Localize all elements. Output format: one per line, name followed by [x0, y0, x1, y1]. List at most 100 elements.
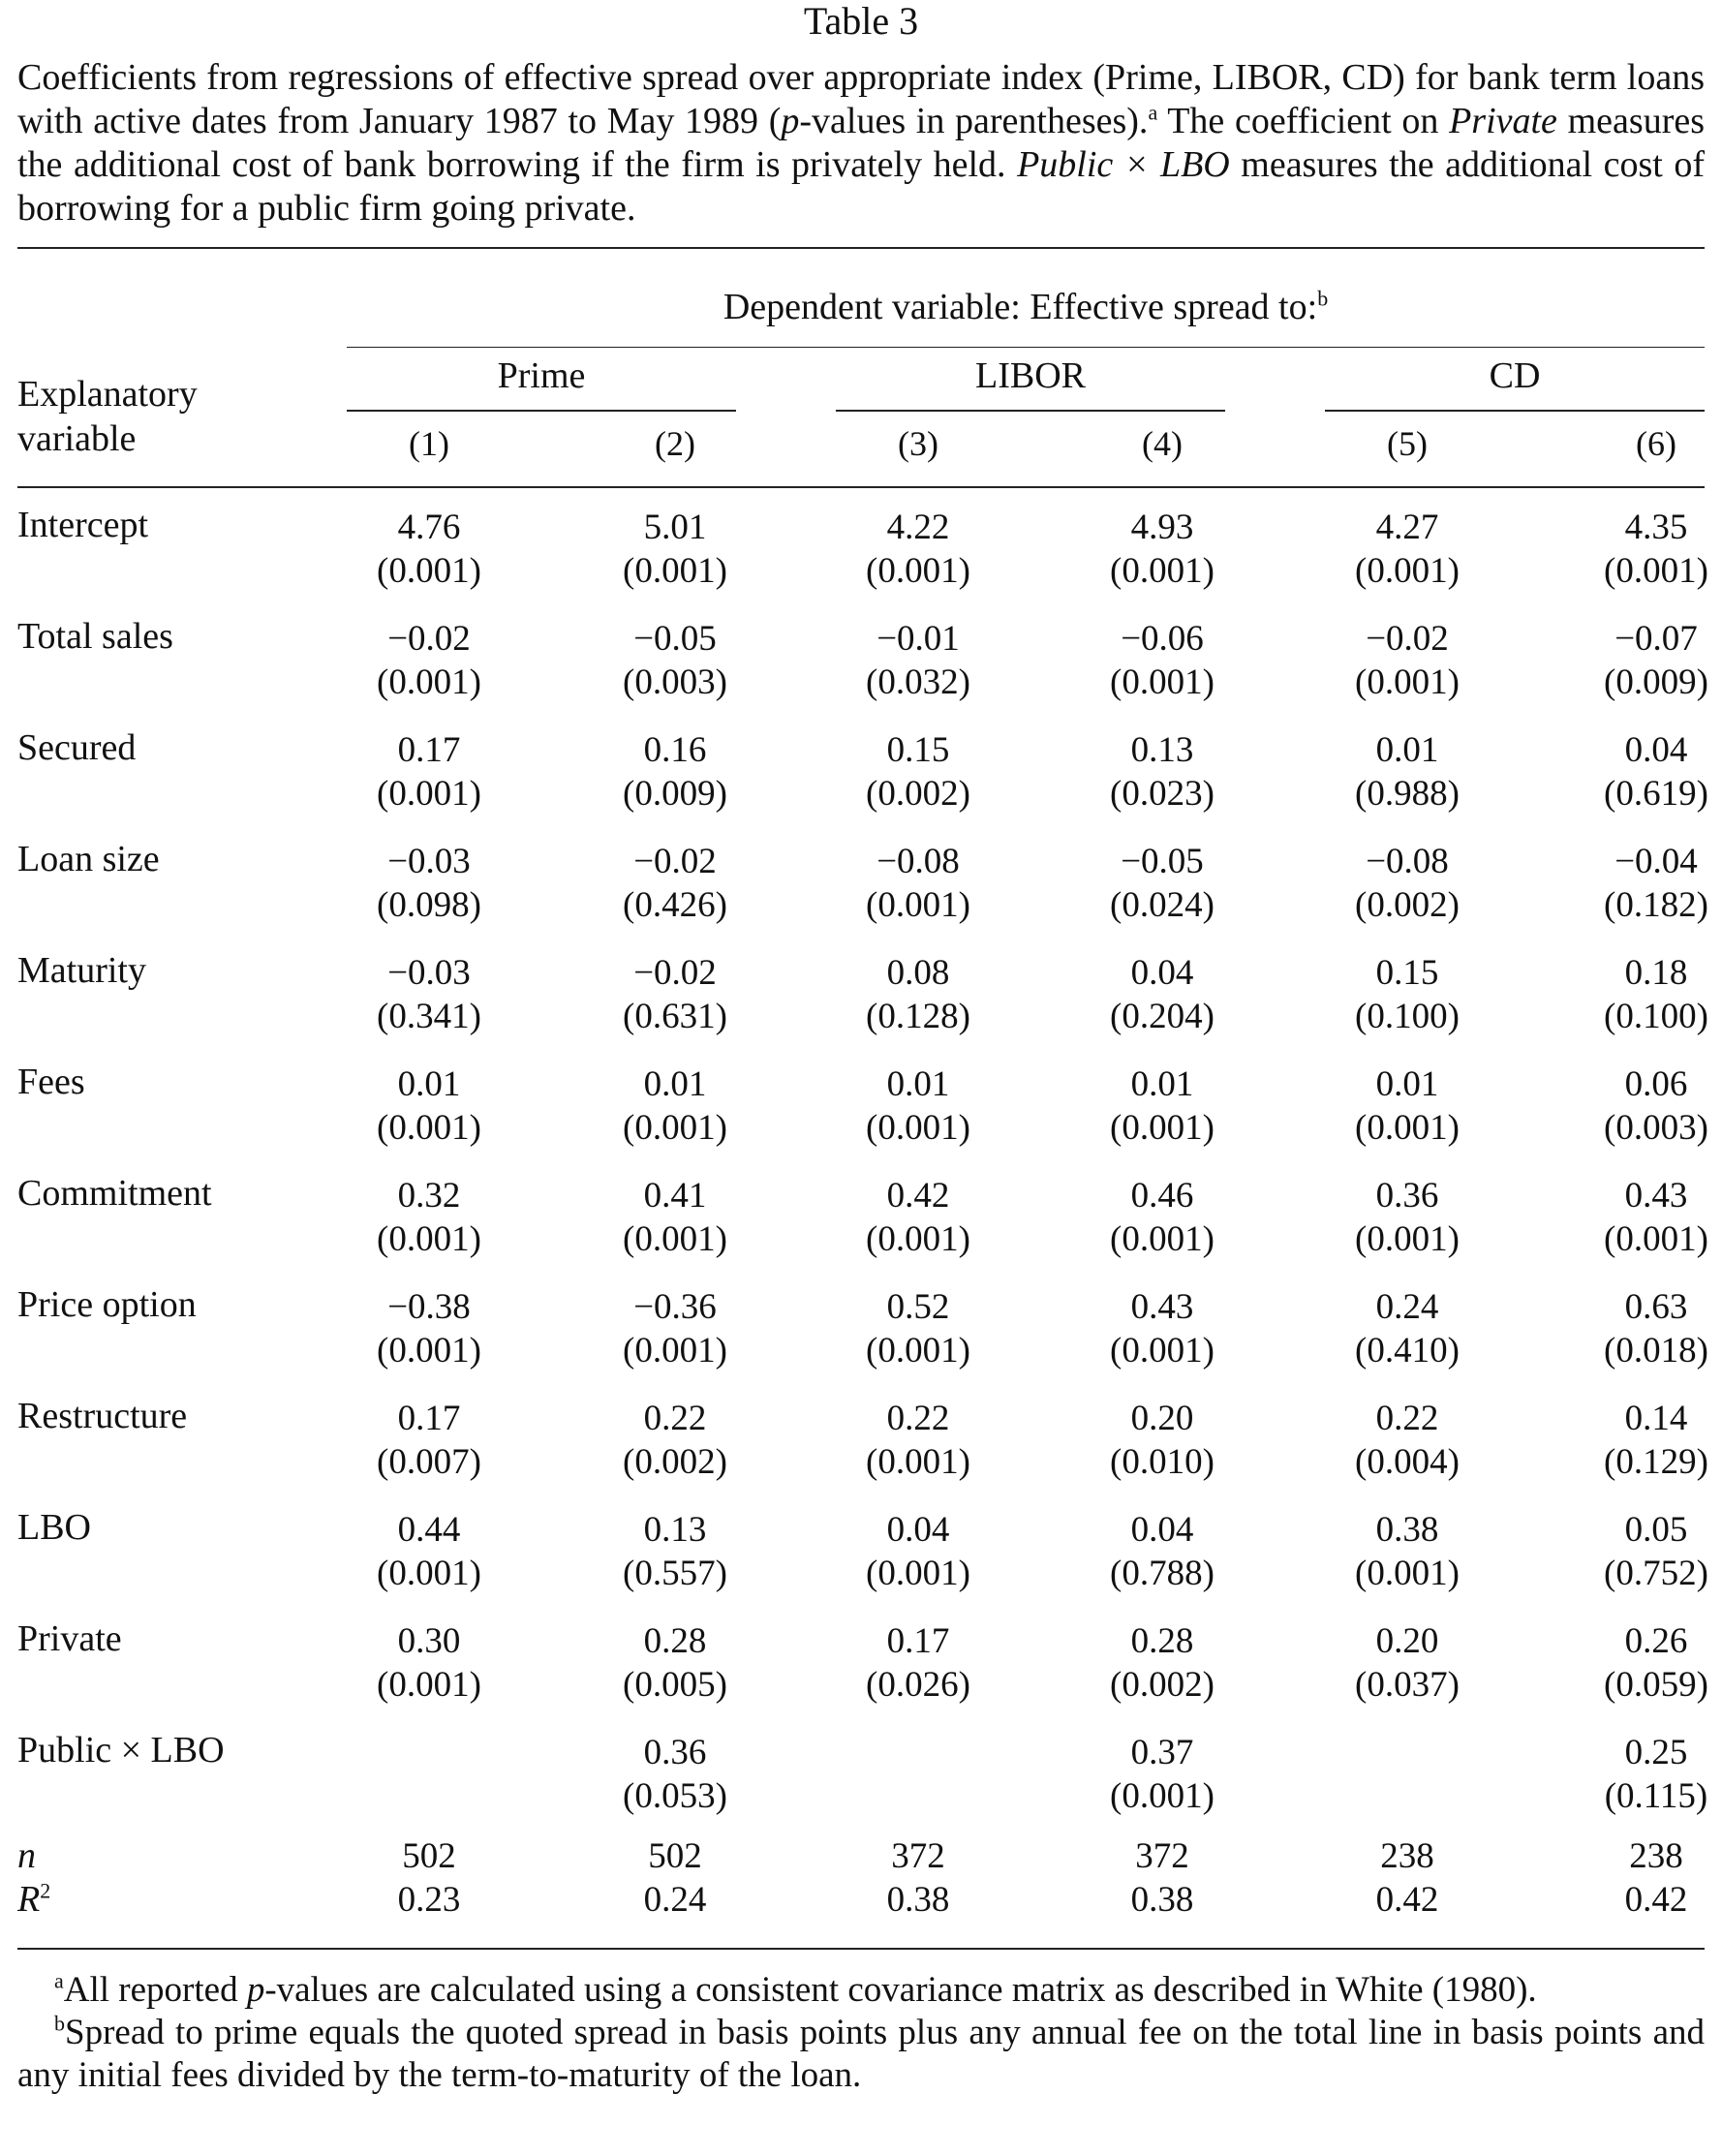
r-squared-value: 0.38	[1130, 1880, 1194, 1920]
table-cell: 0.06 (0.003)	[1559, 1063, 1722, 1150]
p-value: (0.204)	[1110, 997, 1215, 1036]
row-label: Total sales	[17, 616, 173, 657]
footnote-b-mark: b	[54, 2011, 65, 2036]
coefficient-value: 0.42	[886, 1176, 950, 1216]
coefficient-value: 0.01	[1130, 1064, 1194, 1104]
coefficient-value	[1310, 1731, 1504, 1774]
p-value: (0.002)	[866, 774, 970, 814]
p-value: (0.018)	[1604, 1331, 1708, 1371]
coefficient-value: 0.15	[886, 730, 950, 770]
p-value: (0.002)	[1355, 885, 1460, 925]
coefficient-value: 0.30	[397, 1621, 461, 1661]
coefficient-value: −0.06	[1121, 619, 1204, 659]
table-cell: 0.01 (0.001)	[332, 1063, 526, 1150]
table-cell: 0.04 (0.619)	[1559, 728, 1722, 816]
coefficient-value: 0.04	[1130, 1510, 1194, 1550]
coefficient-value: 0.04	[1130, 953, 1194, 993]
table-cell: −0.02 (0.631)	[578, 951, 772, 1038]
p-value: (0.001)	[866, 1108, 970, 1148]
n-value: 502	[402, 1836, 456, 1876]
p-value: (0.426)	[623, 885, 727, 925]
table-cell: −0.01 (0.032)	[821, 617, 1015, 704]
coefficient-value: 0.63	[1624, 1287, 1688, 1327]
table-cell: 0.17 (0.001)	[332, 728, 526, 816]
coefficient-value: 0.26	[1624, 1621, 1688, 1661]
table-cell: 0.15 (0.100)	[1310, 951, 1504, 1038]
coefficient-value: 4.35	[1624, 508, 1688, 547]
coefficient-value: 0.22	[643, 1399, 707, 1438]
table-cell: 0.15 (0.002)	[821, 728, 1015, 816]
coefficient-value: −0.08	[876, 842, 960, 881]
table-cell: 0.04 (0.001)	[821, 1508, 1015, 1595]
table-cell: 0.05 (0.752)	[1559, 1508, 1722, 1595]
table-cell: 0.08 (0.128)	[821, 951, 1015, 1038]
table-cell: 0.32 (0.001)	[332, 1174, 526, 1261]
table-cell	[1310, 1731, 1504, 1818]
table-cell: 4.27 (0.001)	[1310, 506, 1504, 593]
coefficient-value: −0.04	[1614, 842, 1698, 881]
table-cell: 0.22 (0.001)	[821, 1397, 1015, 1484]
table-cell: 0.20 (0.037)	[1310, 1619, 1504, 1707]
table-cell: −0.06 (0.001)	[1065, 617, 1259, 704]
coefficient-value: −0.02	[387, 619, 471, 659]
coefficient-value: 4.22	[886, 508, 950, 547]
footnote-a-mark: a	[54, 1968, 64, 1993]
row-label: Maturity	[17, 950, 146, 991]
group-header-prime: Prime	[497, 355, 586, 396]
coefficient-value: −0.02	[633, 842, 717, 881]
p-value: (0.001)	[623, 1108, 727, 1148]
r-squared-value: 0.42	[1375, 1880, 1439, 1920]
coefficient-value: 0.36	[1375, 1176, 1439, 1216]
coefficient-value: 0.14	[1624, 1399, 1688, 1438]
p-value: (0.410)	[1355, 1331, 1460, 1371]
r-squared-letter: R	[17, 1879, 41, 1920]
p-value: (0.001)	[1110, 662, 1215, 702]
p-value: (0.001)	[377, 1331, 481, 1371]
p-value: (0.001)	[1110, 551, 1215, 591]
p-value: (0.009)	[1604, 662, 1708, 702]
table-cell: 0.41 (0.001)	[578, 1174, 772, 1261]
coefficient-value: −0.08	[1366, 842, 1449, 881]
table-cell: 0.38 (0.001)	[1310, 1508, 1504, 1595]
explanatory-line2: variable	[17, 418, 137, 459]
group-rule-libor	[836, 410, 1225, 412]
coefficient-value	[821, 1731, 1015, 1774]
p-value: (0.004)	[1355, 1442, 1460, 1482]
coefficient-value: 0.25	[1624, 1733, 1688, 1772]
row-label: Intercept	[17, 505, 149, 545]
table-cell: 0.04 (0.788)	[1065, 1508, 1259, 1595]
table-cell	[821, 1731, 1015, 1818]
p-value: (0.001)	[377, 774, 481, 814]
p-value: (0.001)	[866, 551, 970, 591]
r-squared-value: 0.42	[1624, 1880, 1688, 1920]
explanatory-line1: Explanatory	[17, 374, 198, 415]
p-value: (0.128)	[866, 997, 970, 1036]
p-value: (0.341)	[377, 997, 481, 1036]
table-cell: 0.52 (0.001)	[821, 1285, 1015, 1372]
p-value: (0.001)	[1604, 1219, 1708, 1259]
table-cell: 0.26 (0.059)	[1559, 1619, 1722, 1707]
coefficient-value: 0.46	[1130, 1176, 1194, 1216]
group-header-cd: CD	[1489, 355, 1541, 396]
dependent-variable-text: Dependent variable: Effective spread to:	[723, 287, 1318, 327]
p-value: (0.001)	[377, 662, 481, 702]
coefficient-value: 0.01	[886, 1064, 950, 1104]
coefficient-value: 0.44	[397, 1510, 461, 1550]
caption-text: The coefficient on	[1157, 101, 1450, 141]
coefficient-value: 0.13	[643, 1510, 707, 1550]
p-value: (0.001)	[1110, 1108, 1215, 1148]
coefficient-value: 0.17	[397, 730, 461, 770]
p-value: (0.032)	[866, 662, 970, 702]
p-value: (0.001)	[377, 1665, 481, 1705]
coefficient-value: 0.17	[886, 1621, 950, 1661]
n-value: 502	[648, 1836, 702, 1876]
p-value: (0.001)	[1110, 1219, 1215, 1259]
table-cell: 0.13 (0.023)	[1065, 728, 1259, 816]
table-cell: 0.13 (0.557)	[578, 1508, 772, 1595]
table-cell: 0.43 (0.001)	[1065, 1285, 1259, 1372]
table-cell: 0.04 (0.204)	[1065, 951, 1259, 1038]
p-value: (0.007)	[377, 1442, 481, 1482]
table-cell: 0.36 (0.001)	[1310, 1174, 1504, 1261]
coefficient-value: 0.08	[886, 953, 950, 993]
n-value: 372	[1135, 1836, 1189, 1876]
